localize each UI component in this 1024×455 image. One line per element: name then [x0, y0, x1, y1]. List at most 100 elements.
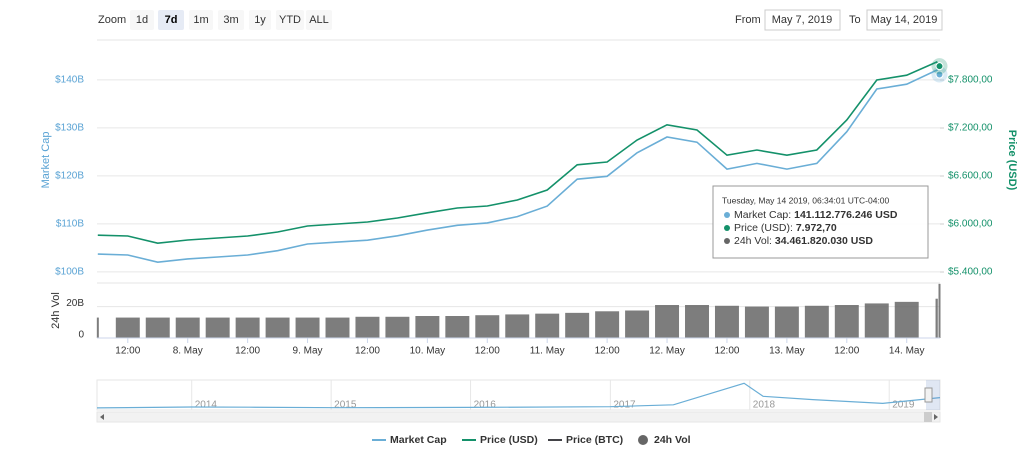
volume-bar [655, 305, 680, 338]
y-tick-label: $120B [55, 170, 84, 181]
y2-axis-title: Price (USD) [1006, 130, 1018, 191]
navigator-tick-label: 2014 [195, 400, 218, 411]
navigator-tick-label: 2016 [474, 400, 497, 411]
volume-bar [804, 305, 829, 338]
tooltip-bullet [724, 225, 730, 231]
volume-bar [935, 298, 938, 338]
tooltip-row: Market Cap: 141.112.776.246 USD [734, 209, 898, 221]
tooltip-row-label: 24h Vol: [734, 235, 772, 247]
x-tick-label: 10. May [410, 346, 446, 357]
volume-bar [145, 317, 170, 338]
x-tick-label: 8. May [173, 346, 203, 357]
y2-tick-label: $7.800,00 [948, 75, 993, 86]
y-axis-title: Market Cap [40, 132, 52, 189]
zoom-label: Zoom [98, 14, 126, 26]
y2-tick-label: $7.200,00 [948, 123, 993, 134]
volume-bar [265, 317, 290, 338]
volume-bar [834, 305, 859, 338]
volume-axis-title: 24h Vol [50, 292, 62, 329]
zoom-button[interactable] [218, 10, 244, 30]
volume-bar [355, 316, 380, 338]
hover-point [935, 62, 944, 71]
legend-label[interactable]: Market Cap [390, 434, 447, 446]
x-tick-label: 13. May [769, 346, 805, 357]
volume-bar [774, 306, 799, 338]
zoom-button-label[interactable]: YTD [279, 14, 301, 26]
x-tick-label: 12:00 [475, 346, 500, 357]
from-input[interactable] [764, 9, 841, 31]
scrollbar-track [96, 411, 941, 423]
zoom-button[interactable] [130, 10, 154, 30]
zoom-button-label[interactable]: 1m [193, 14, 208, 26]
volume-bar [938, 283, 941, 338]
x-tick-label: 12:00 [235, 346, 260, 357]
x-tick-label: 14. May [889, 346, 925, 357]
volume-bar [205, 317, 230, 338]
hover-point [935, 70, 944, 79]
tooltip-bullet [724, 238, 730, 244]
legend-label[interactable]: 24h Vol [654, 434, 691, 446]
navigator-handle[interactable] [924, 387, 933, 403]
navigator-tick-label: 2015 [334, 400, 357, 411]
tooltip-row-value: 7.972,70 [796, 222, 837, 234]
y-tick-label: $110B [56, 218, 85, 229]
to-input[interactable] [866, 9, 943, 31]
to-label: To [849, 14, 861, 26]
zoom-button[interactable] [306, 10, 332, 30]
tooltip-title: Tuesday, May 14 2019, 06:34:01 UTC-04:00 [722, 195, 890, 205]
volume-bar [235, 317, 260, 338]
scroll-right-arrow[interactable] [934, 414, 938, 420]
navigator-frame [96, 379, 941, 411]
tooltip-row: Price (USD): 7.972,70 [734, 222, 837, 234]
x-tick-label: 12:00 [714, 346, 739, 357]
volume-bar [295, 317, 320, 338]
tooltip: Tuesday, May 14 2019, 06:34:01 UTC-04:00… [712, 185, 929, 259]
zoom-button-label[interactable]: ALL [309, 14, 329, 26]
volume-bar [565, 312, 590, 338]
zoom-button-label[interactable]: 1d [136, 14, 148, 26]
zoom-button[interactable] [249, 10, 271, 30]
x-tick-label: 12:00 [834, 346, 859, 357]
volume-bar [96, 317, 99, 338]
navigator-tick-label: 2017 [613, 400, 636, 411]
legend-label[interactable]: Price (USD) [480, 434, 538, 446]
tooltip-row-value: 34.461.820.030 USD [775, 235, 873, 247]
zoom-button-label[interactable]: 1y [254, 14, 266, 26]
to-date[interactable]: May 14, 2019 [871, 14, 938, 26]
volume-bar [325, 317, 350, 338]
legend-symbol [638, 435, 648, 445]
scrollbar-thumb[interactable] [924, 412, 932, 422]
y2-tick-label: $5.400,00 [948, 267, 993, 278]
from-label: From [735, 14, 761, 26]
zoom-button-label[interactable]: 3m [223, 14, 238, 26]
y-tick-label: $140B [55, 74, 84, 85]
x-tick-label: 12:00 [355, 346, 380, 357]
tooltip-bullet [724, 212, 730, 218]
tooltip-row-label: Price (USD): [734, 222, 793, 234]
volume-bar [864, 303, 889, 338]
zoom-button[interactable] [158, 10, 184, 30]
data-line [97, 69, 941, 264]
zoom-button-label[interactable]: 7d [165, 14, 178, 26]
scroll-left-arrow[interactable] [100, 414, 104, 420]
volume-bar [685, 305, 709, 338]
volume-bar [115, 317, 140, 338]
y-tick-label: 0 [78, 330, 84, 341]
from-date[interactable]: May 7, 2019 [772, 14, 833, 26]
volume-bar [445, 316, 470, 338]
volume-bar [415, 316, 440, 338]
x-tick-label: 12:00 [595, 346, 620, 357]
volume-bar [505, 314, 530, 338]
legend-label[interactable]: Price (BTC) [566, 434, 623, 446]
tooltip-row-label: Market Cap: [734, 209, 791, 221]
tooltip-row: 24h Vol: 34.461.820.030 USD [734, 235, 873, 247]
zoom-button[interactable] [276, 10, 304, 30]
navigator-line [96, 382, 941, 409]
y-tick-label: 20B [66, 298, 84, 309]
zoom-button[interactable] [189, 10, 213, 30]
x-tick-label: 11. May [530, 346, 565, 357]
volume-bar [175, 317, 200, 338]
y-tick-label: $130B [55, 122, 84, 133]
navigator-tick-label: 2018 [753, 400, 776, 411]
volume-bar [535, 313, 560, 338]
